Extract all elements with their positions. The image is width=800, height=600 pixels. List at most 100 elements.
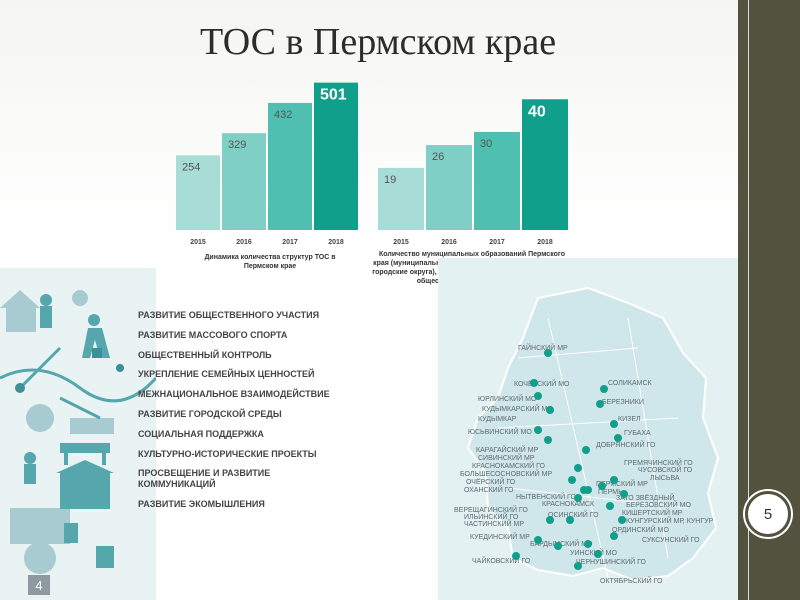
tos-location-dot [594, 550, 602, 558]
bar-value-label: 254 [182, 161, 200, 173]
tos-location-dot [574, 464, 582, 472]
bar-value-label: 329 [228, 139, 246, 151]
map-label: КАРАГАЙСКИЙ МР [476, 445, 539, 454]
activity-area-item: РАЗВИТИЕ ГОРОДСКОЙ СРЕДЫ [138, 408, 282, 419]
x-tick-label: 2015 [190, 239, 206, 246]
activity-area-item: УКРЕПЛЕНИЕ СЕМЕЙНЫХ ЦЕННОСТЕЙ [138, 369, 315, 380]
tos-location-dot [598, 482, 606, 490]
map-label: ЗАТО ЗВЁЗДНЫЙ [616, 493, 675, 502]
tos-location-dot [610, 532, 618, 540]
bar-value-label: 40 [528, 103, 546, 120]
activity-area-item: РАЗВИТИЕ МАССОВОГО СПОРТА [138, 329, 288, 340]
tos-location-dot [584, 486, 592, 494]
x-tick-label: 2015 [393, 239, 409, 246]
map-label: БЕРЕЗОВСКИЙ МО [626, 500, 691, 509]
tos-location-dot [600, 385, 608, 393]
map-label: ЮРЛИНСКИЙ МО [478, 394, 537, 403]
tos-location-dot [614, 434, 622, 442]
tos-location-dot [568, 476, 576, 484]
activity-area-item: РАЗВИТИЕ ЭКОМЫШЛЕНИЯ [138, 498, 265, 509]
map-label: ГУБАХА [624, 430, 651, 437]
map-label: КОЧЁВСКИЙ МО [514, 379, 570, 388]
map-label: КУЕДИНСКИЙ МР [470, 532, 530, 541]
bar-value-label: 19 [384, 174, 396, 186]
activity-area-item: РАЗВИТИЕ ОБЩЕСТВЕННОГО УЧАСТИЯ [138, 310, 320, 320]
tos-location-dot [610, 420, 618, 428]
activity-area-item: СОЦИАЛЬНАЯ ПОДДЕРЖКА [138, 428, 264, 439]
bar-2017 [474, 131, 520, 230]
activity-area-item: КУЛЬТУРНО-ИСТОРИЧЕСКИЕ ПРОЕКТЫ [138, 448, 317, 459]
map-label: СУКСУНСКИЙ ГО [642, 535, 700, 544]
map-label: ВЕРЕЩАГИНСКИЙ ГО [454, 505, 528, 514]
municipalities-chart: 19 2015 26 2016 30 2017 40 2018 [378, 99, 568, 246]
bar-2016 [222, 133, 266, 230]
x-tick-label: 2017 [282, 239, 298, 246]
infographic-page-badge: 4 [28, 575, 50, 595]
bar-value-label: 501 [320, 87, 347, 104]
map-label: ОСИНСКИЙ ГО [548, 510, 599, 519]
activity-area-item: ПРОСВЕЩЕНИЕ И РАЗВИТИЕ КОММУНИКАЦИЙ [138, 468, 271, 490]
tos-location-dot [546, 406, 554, 414]
map-label: СОЛИКАМСК [608, 380, 653, 387]
tos-location-dot [530, 379, 538, 387]
perm-krai-map: ГАЙНСКИЙ МР КОЧЁВСКИЙ МО ЮРЛИНСКИЙ МО КУДЫМ… [438, 258, 738, 600]
tos-location-dot [534, 392, 542, 400]
map-label: КРАСНОКАМСКИЙ ГО [472, 461, 545, 470]
map-label: ОЧЁРСКИЙ ГО [466, 477, 516, 486]
activity-area-item: МЕЖНАЦИОНАЛЬНОЕ ВЗАИМОДЕЙСТВИЕ [138, 389, 330, 400]
bar-2016 [426, 145, 472, 230]
map-label: ИЛЬИНСКИЙ ГО [464, 512, 519, 521]
tos-location-dot [544, 436, 552, 444]
map-label: КУДЫМКАРСКИЙ МО [482, 404, 553, 413]
bar-2018 [314, 82, 358, 230]
map-label: КИЗЕЛ [618, 416, 641, 423]
map-label: КУНГУРСКИЙ МР, КУНГУР [626, 516, 714, 525]
bar-value-label: 432 [274, 109, 292, 121]
tos-location-dot [574, 494, 582, 502]
map-label: КУДЫМКАР [478, 416, 517, 423]
bar-value-label: 30 [480, 138, 492, 150]
map-label: БЕРЕЗНИКИ [602, 399, 644, 406]
x-tick-label: 2018 [537, 239, 553, 246]
map-label: КИШЕРТСКИЙ МР [622, 508, 683, 517]
region-outline [466, 286, 720, 582]
x-tick-label: 2016 [441, 239, 457, 246]
tos-count-chart-caption: Динамика количества структур ТОС в Пермс… [204, 254, 336, 271]
bar-2015 [176, 155, 220, 230]
tos-location-dot [512, 552, 520, 560]
map-label: ОКТЯБРЬСКИЙ ГО [600, 576, 663, 585]
map-label: ЧЕРНУШИНСКИЙ ГО [576, 557, 647, 566]
tos-location-dot [534, 426, 542, 434]
slide-title: ТОС в Пермском крае [200, 21, 557, 63]
map-label: БОЛЬШЕСОСНОВСКИЙ МР [460, 469, 552, 478]
map-label: КРАСНОКАМСК [542, 501, 595, 508]
map-label: ГРЕМЯЧИНСКИЙ ГО [624, 458, 693, 467]
map-label: ЛЫСЬВА [650, 475, 680, 482]
map-label: ЧУСОВСКОЙ ГО [638, 465, 693, 474]
activity-infographic [0, 268, 156, 600]
x-tick-label: 2018 [328, 239, 344, 246]
map-label: ПЕРМСКИЙ МР [596, 479, 648, 488]
map-label: ГАЙНСКИЙ МР [518, 343, 568, 352]
x-tick-label: 2016 [236, 239, 252, 246]
activity-areas-list: РАЗВИТИЕ ОБЩЕСТВЕННОГО УЧАСТИЯ РАЗВИТИЕ М… [138, 310, 338, 519]
map-label: ПЕРМЬ [598, 489, 623, 496]
activity-area-item: ОБЩЕСТВЕННЫЙ КОНТРОЛЬ [138, 349, 272, 360]
sidebar-divider [748, 0, 749, 600]
map-label: ОРДИНСКИЙ МО [612, 525, 669, 534]
map-label: ЮСЬВИНСКИЙ МО [468, 427, 532, 436]
bar-2015 [378, 167, 424, 230]
bar-2018 [522, 99, 568, 230]
bar-value-label: 26 [432, 151, 444, 163]
tos-location-dot [620, 490, 628, 498]
map-label: НЫТВЕНСКИЙ ГО [516, 492, 576, 501]
tos-location-dot [584, 540, 592, 548]
tos-location-dot [546, 516, 554, 524]
tos-location-dot [610, 476, 618, 484]
tos-location-dot [618, 516, 626, 524]
map-label: ЧАЙКОВСКИЙ ГО [472, 556, 531, 565]
bar-2017 [268, 102, 312, 230]
tos-location-dot [554, 542, 562, 550]
map-label: ОХАНСКИЙ ГО [464, 485, 514, 494]
tos-location-dot [582, 446, 590, 454]
